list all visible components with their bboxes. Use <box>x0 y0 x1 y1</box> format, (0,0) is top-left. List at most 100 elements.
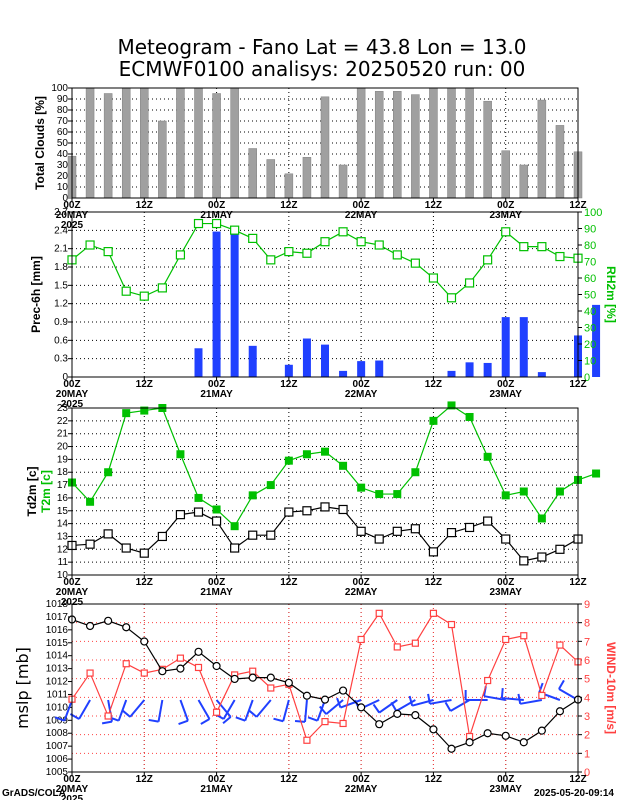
td2m-marker <box>392 526 402 536</box>
wind-marker <box>104 712 112 720</box>
y-axis-label: Td2m [c] <box>25 466 39 516</box>
rh-marker <box>266 255 276 265</box>
td2m-marker <box>374 534 384 544</box>
panel-frame <box>71 87 579 199</box>
y-tick-label: 40 <box>57 149 69 160</box>
wind-barb-flag <box>121 709 131 718</box>
wind-marker <box>429 609 438 617</box>
y2-tick-label: 60 <box>584 273 596 285</box>
mslp-marker <box>194 647 203 656</box>
wind-barb <box>378 699 398 714</box>
y2-tick-label: 100 <box>584 207 602 219</box>
td2m-marker <box>211 516 222 526</box>
cloud-bar <box>230 87 239 199</box>
y-tick-label: 0 <box>62 372 68 383</box>
wind-barb <box>429 699 452 705</box>
y-tick-label: 2.4 <box>54 225 68 236</box>
t2m-marker <box>537 514 546 523</box>
y2-tick-label: 6 <box>584 655 590 667</box>
t2m-marker <box>411 468 420 477</box>
y2-axis-label: WIND-10m [m/s] <box>604 642 618 734</box>
wind-marker <box>303 736 311 744</box>
cloud-bar <box>212 93 221 199</box>
x-tick-label: 00Z <box>497 774 514 785</box>
wind-barb <box>215 699 232 718</box>
cloud-bar <box>85 87 95 199</box>
t2m-marker <box>483 452 492 461</box>
t2m-marker <box>230 522 239 531</box>
mslp-marker <box>483 729 492 738</box>
mslp-marker <box>122 623 131 632</box>
y-tick-label: 21 <box>57 429 69 440</box>
cloud-bar <box>411 94 420 199</box>
cloud-bar <box>483 100 492 199</box>
x-day-label: 22MAY <box>345 784 378 795</box>
wind-barb-flag <box>222 716 232 725</box>
rh-marker <box>410 258 420 268</box>
x-tick-label: 12Z <box>136 379 153 390</box>
t2m-marker <box>302 450 311 459</box>
wind-barb <box>78 699 91 720</box>
td2m-marker <box>248 530 258 540</box>
wind-marker <box>411 639 419 647</box>
y-tick-label: 18 <box>57 467 69 478</box>
mslp-marker <box>338 686 348 695</box>
cloud-bar <box>501 150 510 199</box>
y-tick-label: 13 <box>57 531 69 542</box>
wind-marker <box>447 620 456 629</box>
cloud-bar <box>158 120 167 199</box>
wind-barb <box>304 699 308 723</box>
mslp-marker <box>176 664 185 673</box>
wind-barb-flag <box>408 695 414 706</box>
wind-marker <box>538 691 546 700</box>
title-line-2: ECMWF0100 analisys: 20250520 run: 00 <box>119 57 526 81</box>
t2m-marker <box>266 481 275 490</box>
td2m-marker <box>157 531 167 542</box>
wind-barb <box>520 699 543 705</box>
cloud-bar <box>103 93 113 199</box>
wind-marker <box>357 635 365 644</box>
wind-marker <box>520 632 528 640</box>
mslp-marker <box>519 738 528 747</box>
td2m-marker <box>302 506 312 516</box>
y-tick-label: 1.8 <box>54 262 68 273</box>
wind-barb-flag <box>427 693 431 704</box>
t2m-marker <box>176 450 185 459</box>
wind-barb <box>129 699 146 718</box>
y-tick-label: 14 <box>57 519 69 530</box>
td2m-marker <box>483 516 493 526</box>
wind-barb-flag <box>538 682 544 693</box>
x-tick-label: 00Z <box>497 577 514 588</box>
x-day-label: 21MAY <box>200 210 233 221</box>
x-tick-label: 00Z <box>63 774 80 785</box>
rh-marker <box>519 242 529 252</box>
t2m-marker <box>122 409 131 418</box>
y-tick-label: 10 <box>57 570 69 581</box>
y2-tick-label: 0 <box>584 767 590 779</box>
y-tick-label: 1017 <box>46 612 69 623</box>
x-day-label: 21MAY <box>200 389 233 400</box>
mslp-marker <box>411 711 420 720</box>
y2-tick-label: 4 <box>584 692 590 704</box>
y-tick-label: 16 <box>57 493 69 504</box>
y-axis-label-2: T2m [c] <box>39 470 53 513</box>
t2m-marker <box>194 493 203 502</box>
y-tick-label: 70 <box>57 116 69 127</box>
rh-marker <box>555 251 565 262</box>
x-tick-label: 12Z <box>280 379 297 390</box>
precip-bar <box>447 370 456 377</box>
mslp-line <box>71 618 579 750</box>
x-year-label: 2025 <box>61 399 84 410</box>
wind-marker <box>267 684 275 692</box>
cloud-bar <box>266 159 276 199</box>
precip-bar <box>375 360 384 377</box>
cloud-bar <box>248 148 257 199</box>
t2m-marker <box>375 490 384 499</box>
precip-bar <box>483 362 492 377</box>
wind-barb-flag <box>248 709 258 718</box>
panel-frame <box>71 211 579 378</box>
mslp-marker <box>85 621 95 631</box>
td2m-marker <box>230 543 240 553</box>
